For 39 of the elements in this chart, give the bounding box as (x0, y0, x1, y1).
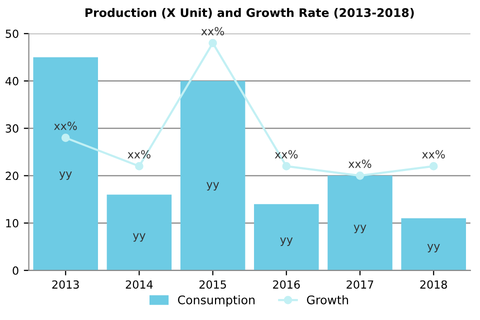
x-tick-label: 2017 (346, 280, 374, 289)
legend-label: Growth (306, 295, 348, 304)
x-tick-label: 2014 (126, 280, 153, 289)
point (356, 172, 364, 180)
x-tick-label: 2015 (199, 280, 226, 289)
x-tick-label: 2013 (52, 280, 79, 289)
point (429, 162, 438, 170)
y-tick-label: 10 (6, 219, 18, 228)
data-label: yy (59, 171, 72, 180)
y-tick-label: 20 (6, 172, 18, 180)
chart-title: Production (X Unit) and Growth Rate (2013-2018) (85, 8, 414, 18)
data-label: yy (427, 244, 440, 252)
point (135, 162, 144, 170)
bar (180, 80, 246, 270)
point (61, 134, 70, 142)
point (208, 38, 217, 48)
y-tick-label: 50 (6, 30, 18, 38)
bar (106, 194, 172, 270)
data-label: xx% (128, 150, 150, 158)
y-tick-label: 0 (12, 266, 18, 275)
data-label: yy (280, 238, 293, 246)
legend-label: Consumption (178, 295, 255, 307)
point (282, 162, 291, 170)
data-label: yy (206, 182, 220, 191)
bar (33, 57, 98, 270)
y-tick-label: 30 (6, 124, 18, 133)
data-label: yy (132, 233, 146, 242)
data-label: xx% (348, 160, 372, 168)
data-label: xx% (422, 150, 445, 158)
x-tick-label: 2018 (420, 280, 447, 289)
data-label: xx% (274, 150, 298, 158)
bar (254, 204, 319, 270)
bar (328, 176, 392, 270)
x-tick-label: 2016 (273, 280, 300, 289)
data-label: xx% (54, 122, 77, 130)
data-label: xx% (201, 26, 224, 36)
y-tick-label: 40 (5, 76, 18, 86)
bar (401, 218, 466, 270)
data-label: yy (354, 224, 366, 234)
